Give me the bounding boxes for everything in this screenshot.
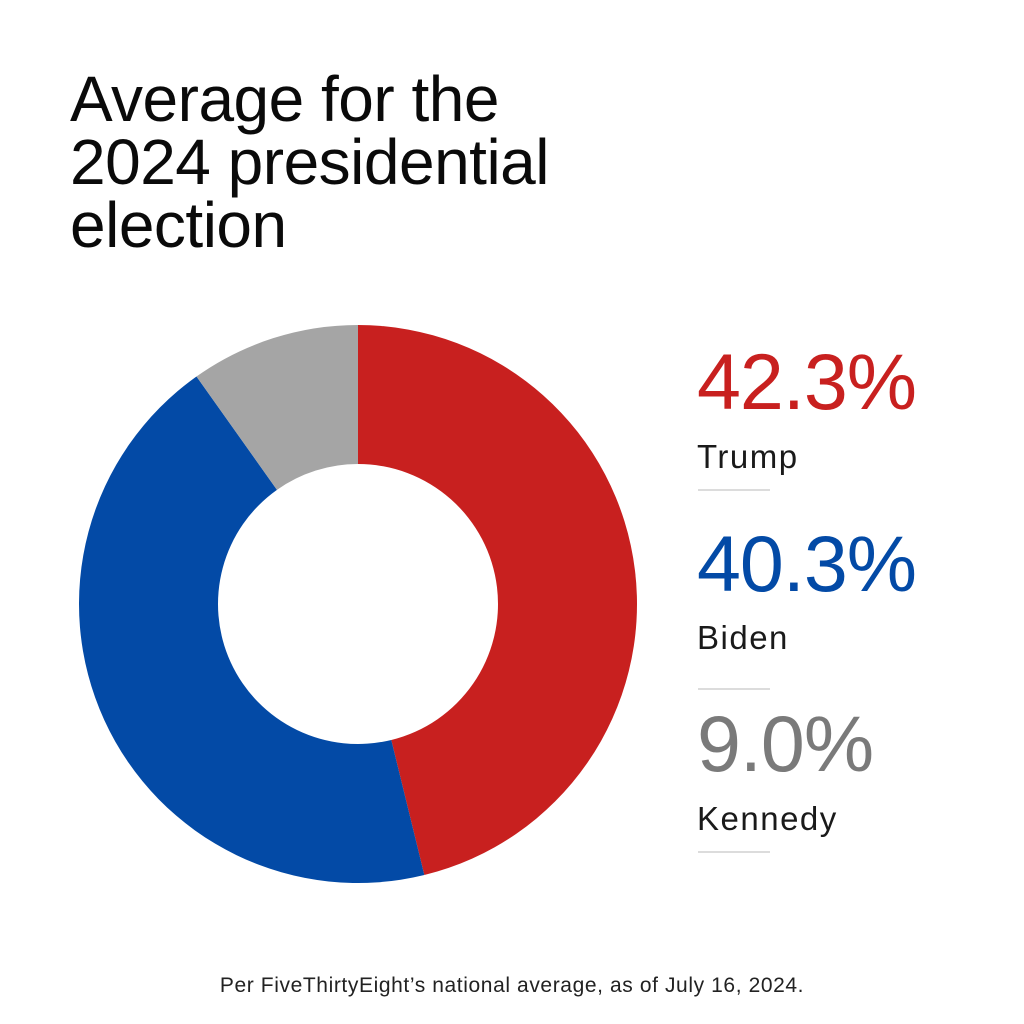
legend-divider <box>698 489 770 491</box>
donut-slice-kennedy <box>196 325 358 490</box>
donut-slice-biden <box>78 376 425 883</box>
legend-label-trump: Trump <box>697 438 799 475</box>
legend-label-kennedy: Kennedy <box>697 800 838 837</box>
donut-slices <box>78 325 637 883</box>
legend-value-trump: 42.3% <box>697 337 917 426</box>
title-line-2: 2024 presidential <box>70 126 549 198</box>
legend-divider <box>698 688 770 690</box>
donut-slice-trump <box>358 325 637 875</box>
source-note: Per FiveThirtyEight’s national average, … <box>219 974 805 997</box>
legend-label-biden: Biden <box>697 619 789 656</box>
legend-divider <box>698 851 770 853</box>
chart-title: Average for the 2024 presidential electi… <box>70 63 670 261</box>
legend-value-biden: 40.3% <box>697 519 917 608</box>
title-line-1: Average for the <box>70 63 499 135</box>
title-line-3: election <box>70 189 287 261</box>
legend-value-kennedy: 9.0% <box>697 699 874 788</box>
